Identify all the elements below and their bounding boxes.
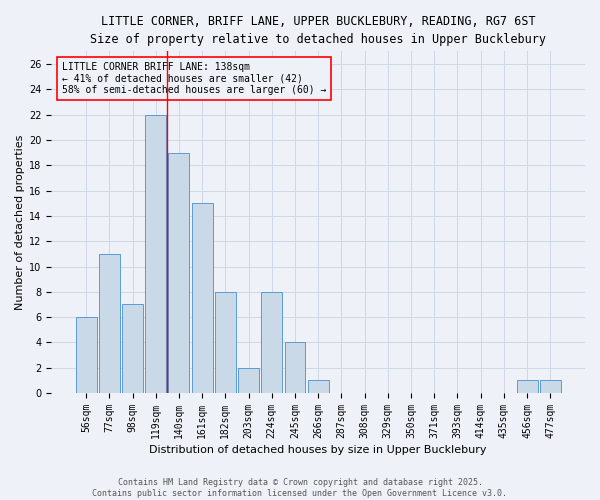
X-axis label: Distribution of detached houses by size in Upper Bucklebury: Distribution of detached houses by size … xyxy=(149,445,487,455)
Title: LITTLE CORNER, BRIFF LANE, UPPER BUCKLEBURY, READING, RG7 6ST
Size of property r: LITTLE CORNER, BRIFF LANE, UPPER BUCKLEB… xyxy=(90,15,546,46)
Y-axis label: Number of detached properties: Number of detached properties xyxy=(15,134,25,310)
Bar xyxy=(517,380,538,393)
Bar xyxy=(191,203,212,393)
Bar xyxy=(76,317,97,393)
Bar xyxy=(169,152,190,393)
Text: LITTLE CORNER BRIFF LANE: 138sqm
← 41% of detached houses are smaller (42)
58% o: LITTLE CORNER BRIFF LANE: 138sqm ← 41% o… xyxy=(62,62,326,95)
Bar xyxy=(284,342,305,393)
Bar xyxy=(99,254,120,393)
Bar xyxy=(308,380,329,393)
Bar xyxy=(145,114,166,393)
Bar xyxy=(215,292,236,393)
Text: Contains HM Land Registry data © Crown copyright and database right 2025.
Contai: Contains HM Land Registry data © Crown c… xyxy=(92,478,508,498)
Bar xyxy=(540,380,561,393)
Bar xyxy=(262,292,282,393)
Bar xyxy=(122,304,143,393)
Bar xyxy=(238,368,259,393)
